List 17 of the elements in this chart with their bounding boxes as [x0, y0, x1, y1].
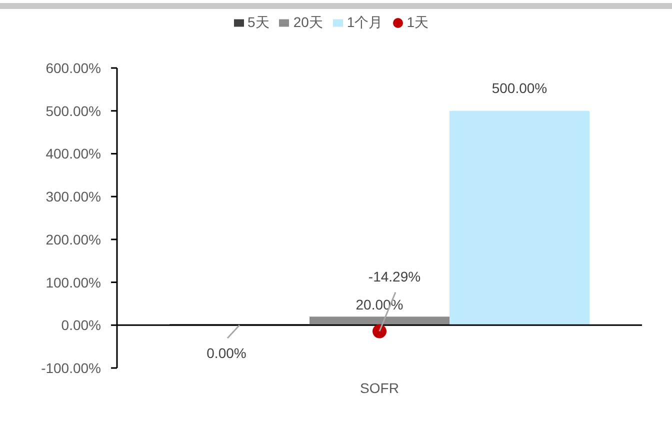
- y-tick-label: 0.00%: [61, 317, 101, 334]
- y-tick-label: 600.00%: [46, 60, 101, 76]
- x-tick-label: SOFR: [360, 380, 399, 396]
- y-tick-label: 100.00%: [46, 274, 101, 290]
- legend-label: 20天: [293, 14, 323, 30]
- data-label: 500.00%: [492, 80, 548, 96]
- legend-label: 1个月: [346, 14, 383, 30]
- data-label: 20.00%: [356, 296, 404, 313]
- y-tick-label: 400.00%: [46, 146, 101, 162]
- data-label: -14.29%: [368, 268, 421, 284]
- y-tick-label: 200.00%: [46, 231, 101, 248]
- data-label: 0.00%: [206, 345, 246, 362]
- y-tick-label: -100.00%: [41, 360, 101, 376]
- legend-label: 5天: [248, 14, 270, 30]
- y-tick-label: 300.00%: [46, 188, 101, 205]
- y-tick-label: 500.00%: [46, 102, 101, 119]
- legend-label: 1天: [406, 14, 428, 30]
